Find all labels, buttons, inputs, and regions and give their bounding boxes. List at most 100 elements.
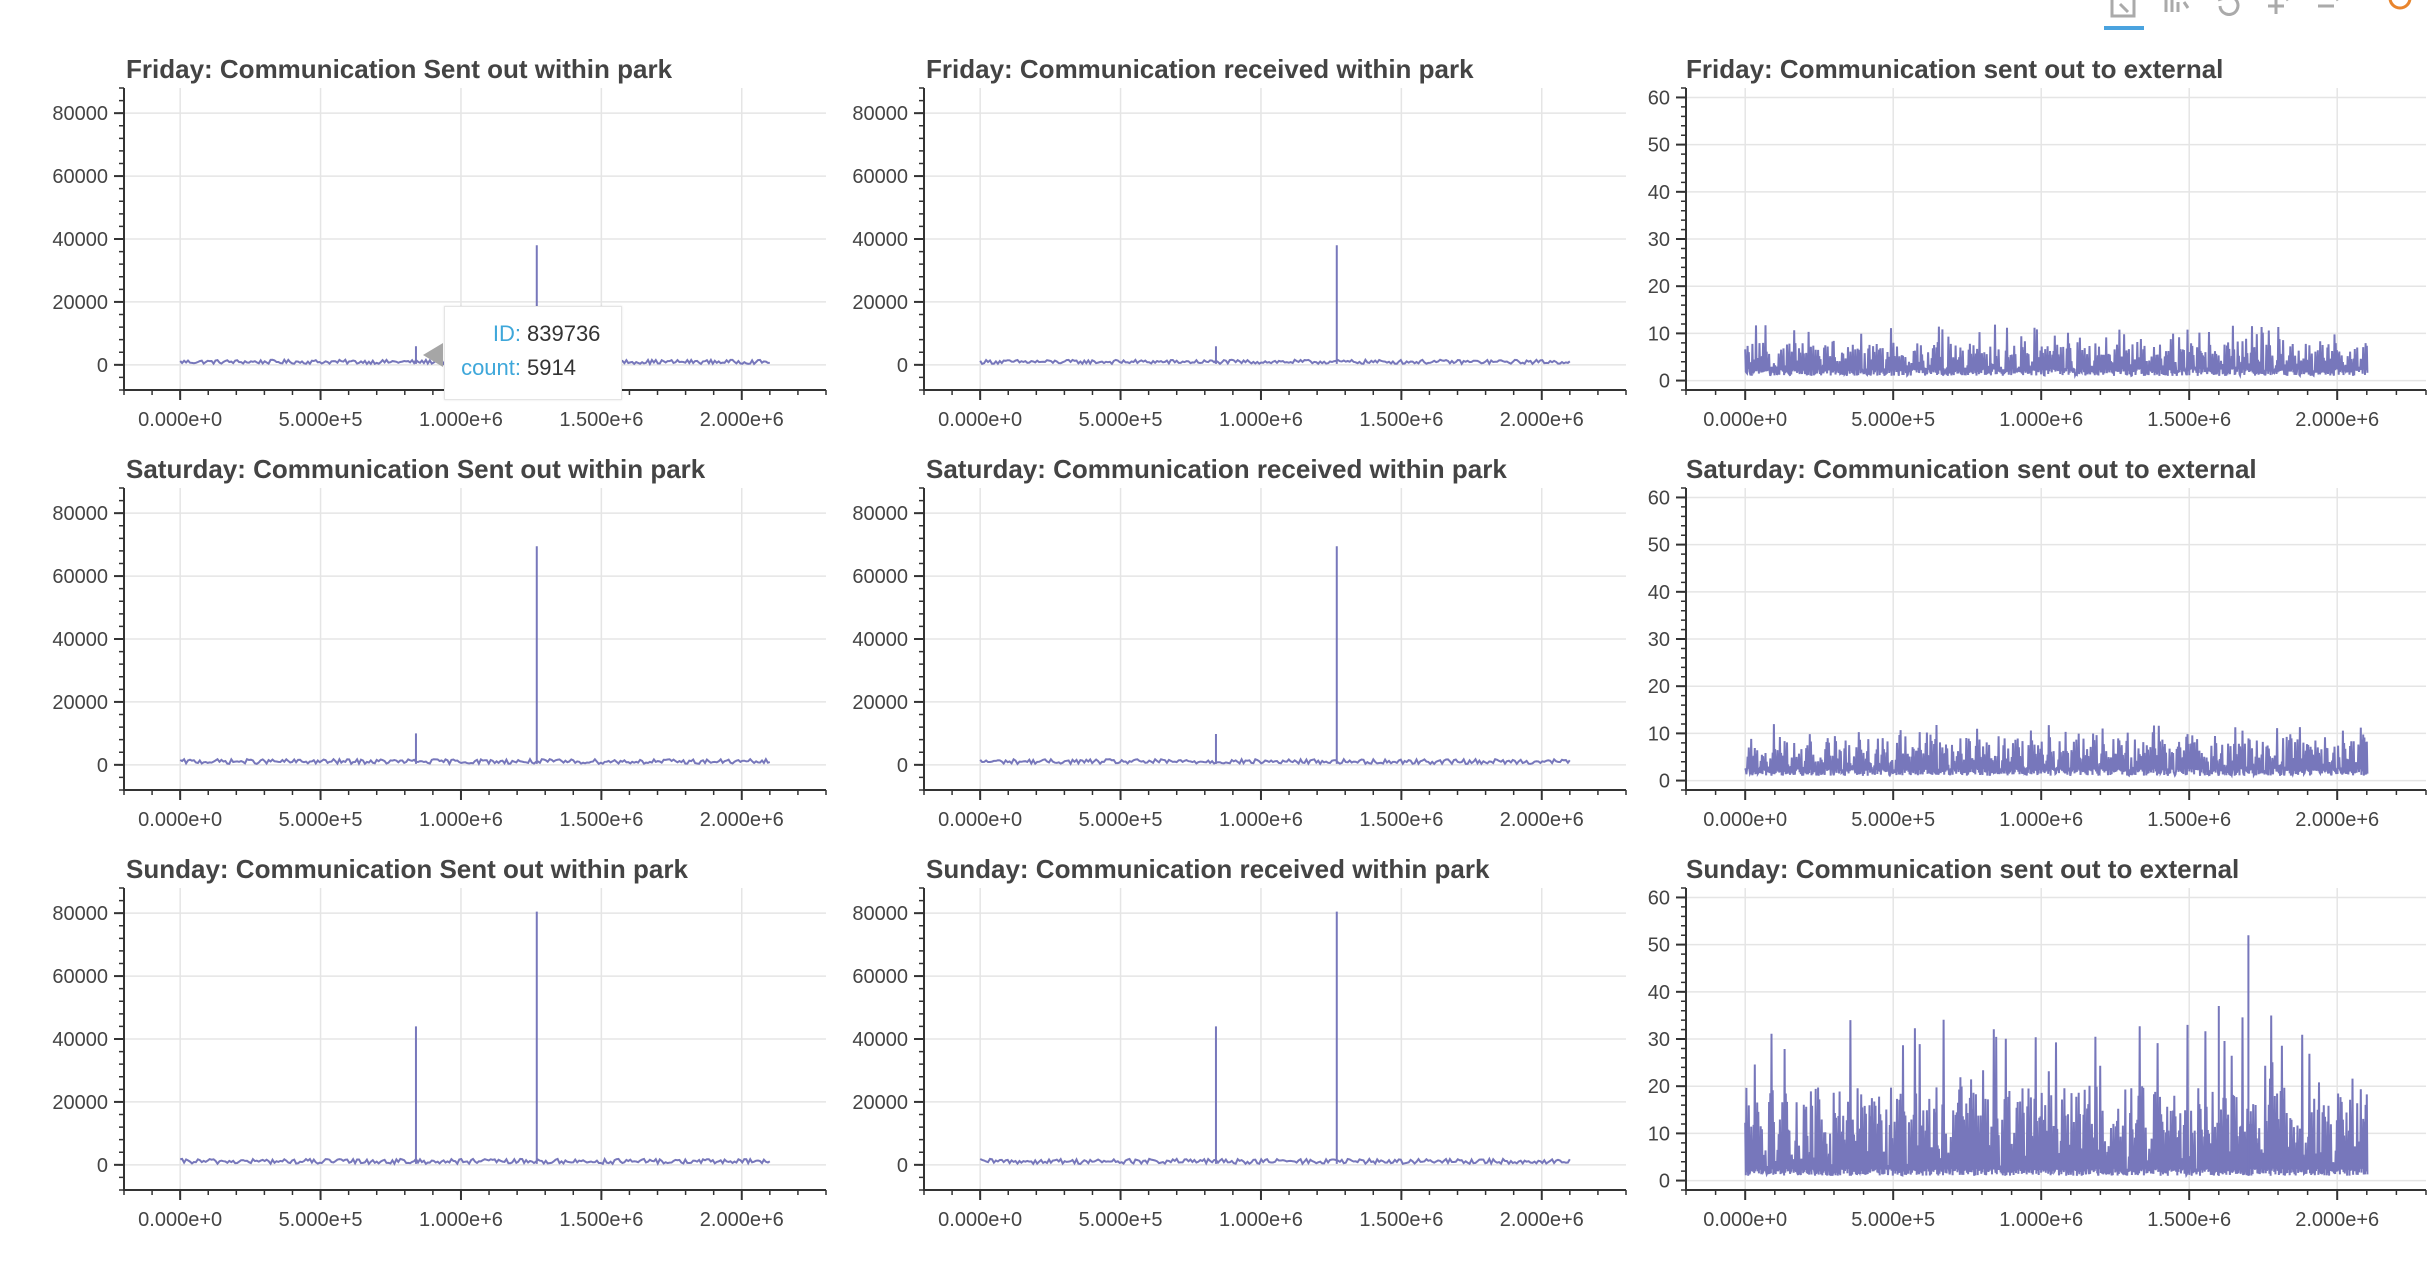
x-tick-label: 1.000e+6 [1999, 409, 2083, 431]
y-tick-label: 0 [1659, 1171, 1670, 1193]
x-tick-label: 5.000e+5 [1851, 1209, 1935, 1231]
chart-svg: 0 20000 40000 60000 80000 0.000e+0 5.000e+5 1.0… [52, 487, 827, 831]
x-tick-label: 0.000e+0 [138, 809, 222, 831]
y-tick-label: 20 [1648, 276, 1670, 298]
chart-panel[interactable]: Saturday: Communication received within … [800, 400, 1627, 831]
x-tick-label: 1.000e+6 [1999, 809, 2083, 831]
y-tick-label: 40000 [52, 1029, 108, 1051]
y-tick-label: 60000 [52, 566, 108, 588]
y-tick-label: 0 [1659, 771, 1670, 793]
y-tick-label: 20000 [852, 1092, 908, 1114]
y-tick-label: 80000 [852, 103, 908, 125]
chart-title: Sunday: Communication received within pa… [926, 854, 1490, 884]
y-tick-label: 80000 [852, 503, 908, 525]
y-tick-label: 0 [897, 755, 908, 777]
y-tick-label: 40000 [52, 629, 108, 651]
chart-title: Friday: Communication sent out to extern… [1686, 54, 2224, 84]
tooltip-row-id: ID: 839736 [445, 321, 621, 351]
y-tick-label: 40000 [852, 1029, 908, 1051]
y-tick-label: 20000 [52, 1092, 108, 1114]
x-tick-label: 0.000e+0 [1703, 1209, 1787, 1231]
series-line [979, 1156, 1571, 1166]
tooltip-id-key: ID: [492, 321, 521, 346]
minor-ticks [119, 487, 827, 795]
chart-svg: 0 20000 40000 60000 80000 0.000e+0 5.000e+5 1.0… [852, 887, 1627, 1231]
y-tick-label: 80000 [852, 903, 908, 925]
x-tick-label: 5.000e+5 [1079, 1209, 1163, 1231]
y-tick-label: 50 [1648, 135, 1670, 157]
bokeh-logo-tool[interactable] [2378, 0, 2422, 24]
x-tick-label: 2.000e+6 [2295, 409, 2379, 431]
minor-ticks [919, 487, 1627, 795]
y-tick-label: 10 [1648, 1123, 1670, 1145]
y-tick-label: 60000 [52, 966, 108, 988]
x-tick-label: 1.500e+6 [1359, 409, 1443, 431]
chart-panel[interactable]: Friday: Communication Sent out within pa… [0, 0, 827, 431]
y-tick-label: 0 [97, 1155, 108, 1177]
chart-svg: 0 20000 40000 60000 80000 0.000e+0 5.000e+5 1.0… [52, 887, 827, 1231]
minor-ticks [119, 887, 827, 1195]
x-tick-label: 2.000e+6 [700, 809, 784, 831]
tooltip-arrow [423, 343, 443, 367]
x-tick-label: 1.500e+6 [2147, 809, 2231, 831]
series-line [1744, 1015, 2369, 1179]
y-tick-label: 40000 [852, 629, 908, 651]
chart-panel[interactable]: Sunday: Communication Sent out within pa… [0, 800, 827, 1231]
minor-ticks [919, 87, 1627, 395]
chart-panel[interactable]: Friday: Communication received within pa… [800, 0, 1627, 431]
chart-svg: 0 10 20 30 40 50 60 0.000e+0 5.000e+5 1.000e+6 1.5… [1648, 887, 2427, 1231]
x-tick-label: 1.500e+6 [559, 1209, 643, 1231]
y-tick-label: 10 [1648, 323, 1670, 345]
x-tick-label: 1.500e+6 [1359, 1209, 1443, 1231]
box-zoom-tool[interactable] [2102, 0, 2146, 30]
series-line [1744, 324, 2369, 380]
chart-svg: 0 20000 40000 60000 80000 0.000e+0 5.000e+5 1.0… [852, 87, 1627, 431]
y-tick-label: 0 [97, 355, 108, 377]
x-tick-label: 1.500e+6 [559, 409, 643, 431]
zoom-out-tool[interactable] [2306, 0, 2350, 24]
y-tick-label: 30 [1648, 229, 1670, 251]
box-zoom-icon [2110, 0, 2136, 18]
y-tick-label: 40 [1648, 582, 1670, 604]
chart-title: Friday: Communication Sent out within pa… [126, 54, 673, 84]
chart-panel[interactable]: Friday: Communication sent out to extern… [1558, 0, 2430, 431]
x-tick-label: 0.000e+0 [938, 409, 1022, 431]
y-tick-label: 60 [1648, 487, 1670, 509]
y-tick-label: 40 [1648, 182, 1670, 204]
y-tick-label: 0 [97, 755, 108, 777]
y-tick-label: 80000 [52, 103, 108, 125]
chart-title: Saturday: Communication received within … [926, 454, 1507, 484]
chart-title: Sunday: Communication Sent out within pa… [126, 854, 688, 884]
chart-svg: 0 20000 40000 60000 80000 0.000e+0 5.000e+5 1.0… [852, 487, 1627, 831]
x-tick-label: 1.000e+6 [1999, 1209, 2083, 1231]
x-tick-label: 1.500e+6 [559, 809, 643, 831]
x-tick-label: 0.000e+0 [138, 409, 222, 431]
y-tick-label: 50 [1648, 935, 1670, 957]
x-tick-label: 1.500e+6 [2147, 409, 2231, 431]
active-tool-indicator [2104, 26, 2144, 30]
wheel-zoom-tool[interactable] [2154, 0, 2198, 24]
series-line [979, 757, 1571, 766]
y-tick-label: 0 [1659, 371, 1670, 393]
x-tick-label: 5.000e+5 [1851, 409, 1935, 431]
y-tick-label: 0 [897, 1155, 908, 1177]
reset-tool[interactable] [2206, 0, 2250, 24]
y-tick-label: 30 [1648, 1029, 1670, 1051]
x-tick-label: 1.000e+6 [1219, 409, 1303, 431]
tooltip-id-value: 839736 [527, 321, 601, 346]
chart-svg: 0 10 20 30 40 50 60 0.000e+0 5.000e+5 1.000e+6 1.5… [1648, 487, 2427, 831]
chart-panel[interactable]: Saturday: Communication Sent out within … [0, 400, 827, 831]
chart-panel[interactable]: Sunday: Communication received within pa… [800, 800, 1627, 1231]
x-tick-label: 0.000e+0 [938, 809, 1022, 831]
chart-panel[interactable]: Sunday: Communication sent out to extern… [1558, 800, 2430, 1231]
chart-panel[interactable]: Saturday: Communication sent out to exte… [1558, 400, 2430, 831]
x-tick-label: 1.500e+6 [2147, 1209, 2231, 1231]
y-tick-label: 20000 [52, 292, 108, 314]
x-tick-label: 1.000e+6 [419, 809, 503, 831]
x-tick-label: 5.000e+5 [279, 1209, 363, 1231]
plot-toolbar [2070, 0, 2430, 34]
x-tick-label: 2.000e+6 [1500, 1209, 1584, 1231]
zoom-in-tool[interactable] [2256, 0, 2300, 24]
chart-title: Saturday: Communication sent out to exte… [1686, 454, 2257, 484]
minor-ticks [1681, 87, 2427, 395]
